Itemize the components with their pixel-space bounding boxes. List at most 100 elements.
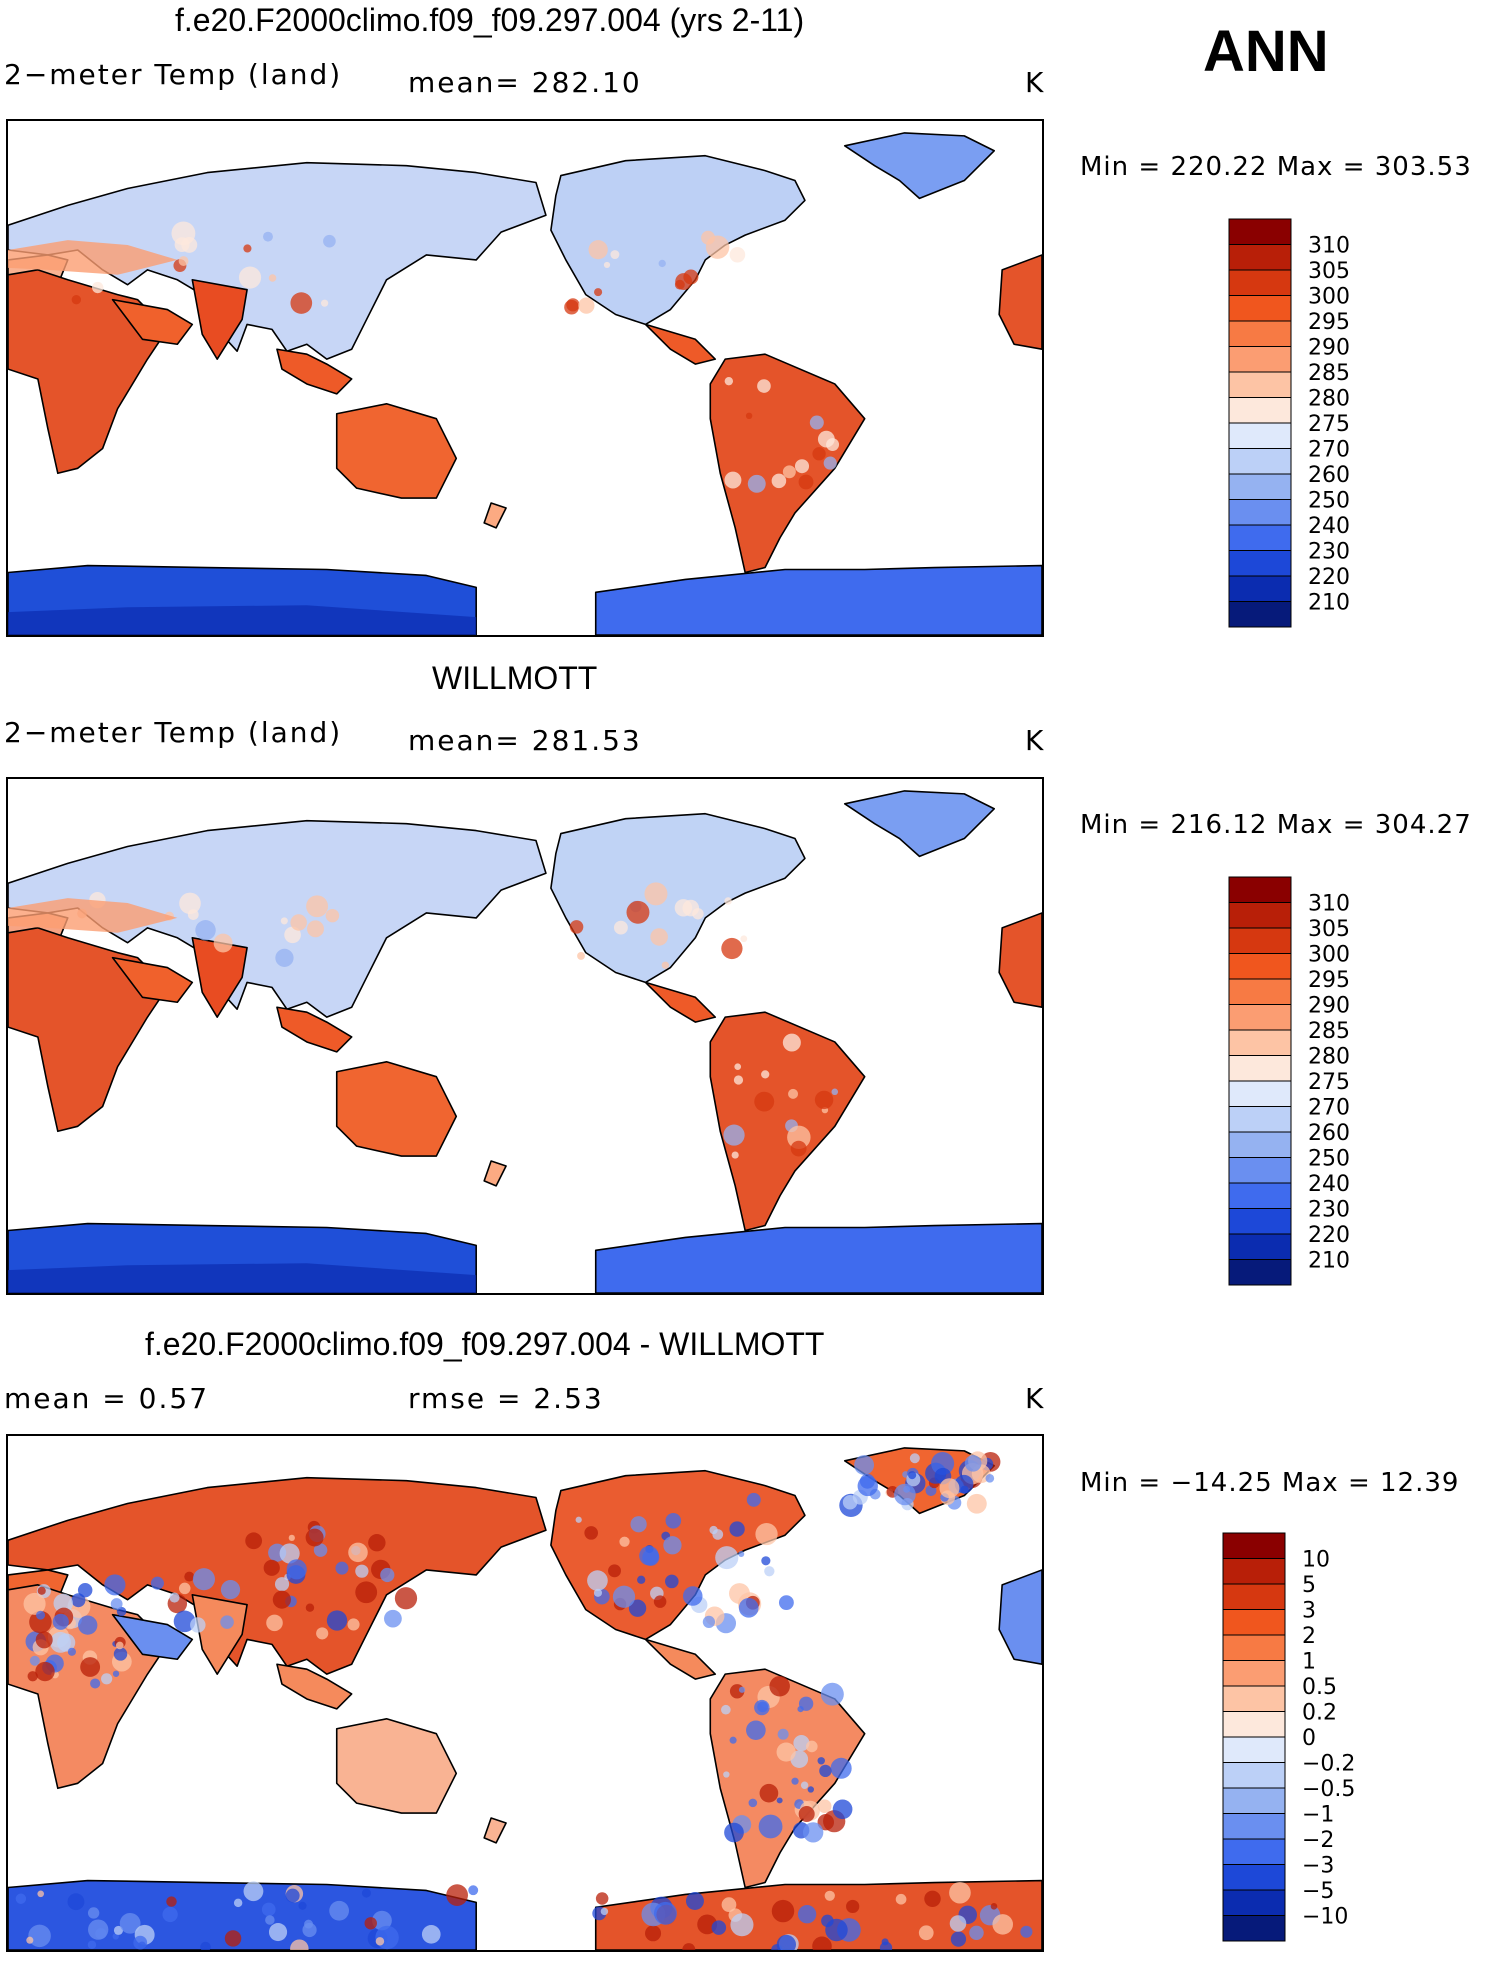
panel-2-mean-label: mean= 281.53: [408, 724, 642, 757]
colorbar-tick-label: −0.5: [1302, 1777, 1355, 1802]
colorbar-tick-label: 295: [1308, 310, 1350, 335]
field-texture: [113, 1925, 124, 1935]
land-antarctica1: [8, 1879, 477, 1950]
field-texture: [261, 1902, 276, 1917]
field-texture: [729, 1521, 745, 1537]
colorbar-swatch: [1222, 1787, 1286, 1814]
field-texture: [8, 1263, 477, 1293]
field-texture: [275, 948, 294, 967]
colorbar-swatch: [1222, 1583, 1286, 1610]
field-texture: [924, 1890, 941, 1908]
field-texture: [90, 1678, 101, 1689]
field-texture: [150, 1576, 164, 1590]
field-texture: [213, 933, 233, 953]
field-texture: [104, 1574, 126, 1596]
field-texture: [831, 1088, 839, 1096]
field-texture: [384, 1609, 402, 1628]
field-texture: [285, 1888, 300, 1903]
field-texture: [603, 261, 611, 269]
colorbar-tick-label: 2: [1302, 1624, 1316, 1649]
field-texture: [57, 1633, 76, 1652]
colorbar-tick-label: 250: [1308, 489, 1350, 514]
colorbar-swatch: [1222, 1609, 1286, 1636]
field-texture: [949, 1881, 971, 1904]
field-texture: [600, 1907, 609, 1916]
field-texture: [782, 1033, 801, 1052]
field-texture: [173, 1610, 196, 1633]
field-texture: [628, 1599, 647, 1617]
colorbar-swatch: [1228, 876, 1292, 903]
land-arabia: [111, 298, 194, 346]
field-texture: [759, 1783, 779, 1803]
panel-3-mean-label: mean = 0.57: [4, 1382, 210, 1415]
field-texture: [595, 1892, 609, 1905]
colorbar-swatch: [1228, 1055, 1292, 1082]
field-texture: [326, 1610, 348, 1631]
field-texture: [364, 1917, 377, 1930]
field-texture: [166, 1896, 177, 1907]
field-texture: [316, 1627, 329, 1640]
colorbar-swatch: [1228, 422, 1292, 449]
field-texture: [797, 1905, 817, 1924]
colorbar-tick-label: −1: [1302, 1803, 1334, 1828]
field-texture: [67, 1647, 76, 1656]
field-texture: [268, 1923, 288, 1942]
colorbar-swatch: [1228, 295, 1292, 322]
colorbar-swatch: [1228, 1182, 1292, 1209]
field-texture: [895, 1893, 907, 1905]
field-texture: [764, 1566, 775, 1577]
colorbar-tick-label: 305: [1308, 259, 1350, 284]
field-texture: [645, 1925, 662, 1942]
colorbar-tick-label: 1: [1302, 1650, 1316, 1675]
field-texture: [949, 1915, 967, 1932]
field-texture: [179, 892, 201, 915]
land-greenland: [843, 132, 995, 200]
field-texture: [954, 1474, 974, 1494]
field-texture: [171, 221, 196, 246]
field-texture: [776, 1797, 783, 1804]
field-texture: [939, 1478, 960, 1499]
colorbar-tick-label: 3: [1302, 1599, 1316, 1624]
colorbar-swatch: [1228, 524, 1292, 551]
colorbar-swatch: [1228, 953, 1292, 980]
field-texture: [37, 1586, 46, 1595]
field-texture: [685, 1892, 704, 1910]
field-texture: [305, 1603, 315, 1612]
land-asia: [8, 161, 547, 360]
panel-3-rmse-label: rmse = 2.53: [408, 1382, 604, 1415]
field-texture: [746, 1720, 766, 1741]
field-texture: [306, 895, 329, 918]
colorbar-swatch: [1228, 1157, 1292, 1184]
colorbar-tick-label: 270: [1308, 1096, 1350, 1121]
field-texture: [77, 1582, 93, 1598]
field-texture: [313, 1543, 328, 1557]
field-texture: [200, 1941, 211, 1950]
colorbar-swatch: [1222, 1864, 1286, 1891]
land-nz: [483, 502, 507, 529]
field-texture: [747, 474, 766, 493]
colorbar-tick-label: 260: [1308, 1121, 1350, 1146]
colorbar-tick-label: 10: [1302, 1548, 1330, 1573]
field-texture: [805, 1740, 818, 1753]
field-texture: [654, 1901, 677, 1925]
field-texture: [729, 246, 746, 263]
field-texture: [35, 1631, 53, 1649]
land-arabia: [111, 956, 194, 1004]
colorbar-swatch: [1222, 1634, 1286, 1661]
colorbar-tick-label: −10: [1302, 1905, 1348, 1930]
field-texture: [824, 1890, 835, 1901]
land-nz: [483, 1817, 507, 1844]
field-texture: [192, 1568, 215, 1591]
field-texture: [1020, 1925, 1033, 1938]
colorbar-swatch: [1228, 269, 1292, 296]
field-texture: [721, 1704, 731, 1715]
colorbar-swatch: [1228, 499, 1292, 526]
colorbar-tick-label: 230: [1308, 540, 1350, 565]
panel-1-title: f.e20.F2000climo.f09_f09.297.004 (yrs 2-…: [175, 2, 805, 38]
field-texture: [738, 1686, 746, 1693]
field-texture: [820, 1682, 844, 1706]
field-texture: [53, 1593, 73, 1613]
field-texture: [817, 1757, 825, 1765]
field-texture: [761, 1556, 771, 1566]
field-texture: [224, 1930, 242, 1947]
